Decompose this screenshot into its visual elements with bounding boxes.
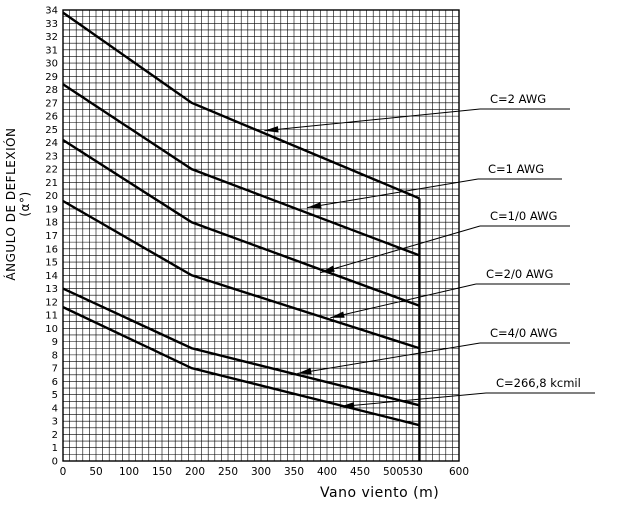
y-tick-label: 25 <box>45 125 58 136</box>
y-tick-label: 24 <box>45 138 58 149</box>
arrowhead <box>330 311 345 318</box>
y-tick-label: 33 <box>45 19 58 30</box>
y-tick-label: 26 <box>45 112 58 123</box>
y-tick-label: 27 <box>45 98 58 109</box>
x-tick-label: 200 <box>185 466 205 478</box>
arrowhead <box>264 126 279 133</box>
y-tick-label: 30 <box>45 59 58 70</box>
y-tick-label: 23 <box>45 151 58 162</box>
series-label: C=1 AWG <box>488 162 544 176</box>
y-tick-label: 0 <box>52 457 58 468</box>
y-tick-label: 31 <box>45 45 58 56</box>
x-tick-label: 50 <box>89 466 102 478</box>
x-tick-label: 300 <box>251 466 271 478</box>
y-tick-label: 12 <box>45 297 58 308</box>
series-line-c-2-awg <box>62 11 420 200</box>
leader-line <box>264 108 481 132</box>
x-tick-label: 530 <box>403 466 423 478</box>
leader-line <box>307 178 479 209</box>
arrowhead <box>307 202 322 209</box>
plot-frame <box>62 9 460 462</box>
series-label: C=4/0 AWG <box>490 326 557 340</box>
y-tick-label: 15 <box>45 258 58 269</box>
y-tick-label: 9 <box>52 337 58 348</box>
series-line-c-2-0-awg <box>62 199 420 350</box>
y-tick-label: 10 <box>45 324 58 335</box>
x-tick-label: 400 <box>317 466 337 478</box>
y-tick-label: 28 <box>45 85 58 96</box>
arrowhead <box>340 402 355 409</box>
series-line-c-1-0-awg <box>62 138 420 307</box>
y-tick-label: 21 <box>45 178 58 189</box>
y-tick-label: 7 <box>52 364 58 375</box>
x-axis-label: Vano viento (m) <box>320 485 440 501</box>
leader-line <box>340 392 487 408</box>
y-tick-label: 18 <box>45 218 58 229</box>
x-tick-label: 150 <box>152 466 172 478</box>
arrowhead <box>297 367 312 375</box>
series-label: C=266,8 kcmil <box>496 376 581 390</box>
leader-line <box>297 342 481 374</box>
y-tick-label: 5 <box>52 390 58 401</box>
leader-line <box>330 283 477 319</box>
y-tick-label: 32 <box>45 32 58 43</box>
x-tick-label: 0 <box>60 466 67 478</box>
y-tick-label: 2 <box>52 430 58 441</box>
x-tick-label: 250 <box>218 466 238 478</box>
y-tick-label: 6 <box>52 377 58 388</box>
y-tick-label: 22 <box>45 165 58 176</box>
series-label: C=1/0 AWG <box>490 209 557 223</box>
leader-line <box>320 225 481 274</box>
y-tick-label: 4 <box>52 403 58 414</box>
y-tick-label: 3 <box>52 417 58 428</box>
x-tick-label: 450 <box>350 466 370 478</box>
arrowhead <box>320 265 335 273</box>
y-tick-label: 1 <box>52 443 58 454</box>
y-tick-label: 16 <box>45 244 58 255</box>
y-tick-label: 17 <box>45 231 58 242</box>
y-tick-label: 8 <box>52 350 58 361</box>
series-line-c-1-awg <box>62 83 420 257</box>
series-label: C=2 AWG <box>490 92 546 106</box>
x-tick-label: 350 <box>284 466 304 478</box>
y-tick-label: 11 <box>45 311 58 322</box>
y-tick-label: 13 <box>45 284 58 295</box>
x-tick-label: 500 <box>383 466 403 478</box>
y-tick-label: 20 <box>45 191 58 202</box>
x-tick-label: 100 <box>119 466 139 478</box>
x-tick-label: 600 <box>449 466 469 478</box>
y-tick-label: 29 <box>45 72 58 83</box>
series-label: C=2/0 AWG <box>486 267 553 281</box>
y-tick-label: 19 <box>45 204 58 215</box>
y-axis-label: ÁNGULO DE DEFLEXIÓN (α°) <box>4 127 32 281</box>
series-line-c-4-0-awg <box>62 287 420 407</box>
y-tick-label: 14 <box>45 271 58 282</box>
y-tick-label: 34 <box>45 6 58 17</box>
